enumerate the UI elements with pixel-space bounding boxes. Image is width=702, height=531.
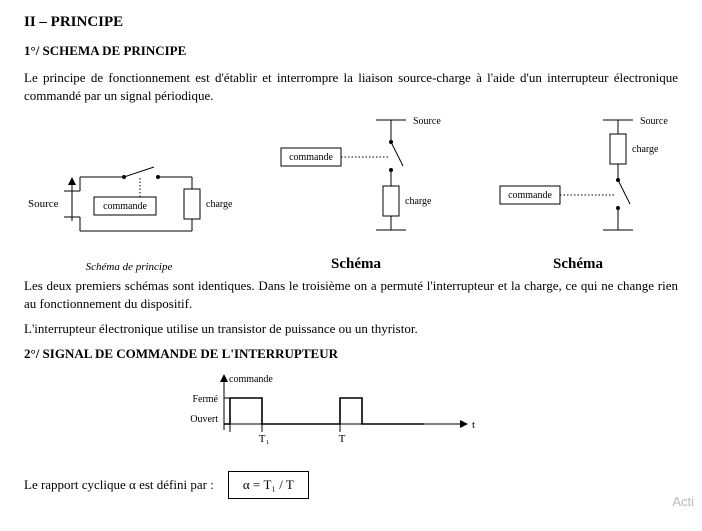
diagram-2-commande-label: commande (289, 152, 333, 163)
diagram-3-commande-label: commande (508, 190, 552, 201)
heading-principe: II – PRINCIPE (24, 14, 678, 31)
signal-y-label: commande (229, 374, 273, 385)
diagram-2-source-label: Source (413, 116, 441, 127)
heading-signal-commande: 2°/ SIGNAL DE COMMANDE DE L'INTERRUPTEUR (24, 346, 678, 362)
diagram-1-commande-label: commande (103, 201, 147, 212)
diagram-3-charge-label: charge (632, 144, 659, 155)
signal-low-label: Ouvert (190, 414, 218, 425)
diagram-3-source-label: Source (640, 116, 668, 127)
paragraph-after-diagrams: Les deux premiers schémas sont identique… (24, 277, 678, 312)
paragraph-transistor: L'interrupteur électronique utilise un t… (24, 320, 678, 338)
signal-tick-t: T (339, 433, 346, 445)
diagram-2: Source commande charge Schéma (251, 112, 461, 273)
signal-high-label: Fermé (192, 394, 218, 405)
diagram-3: Source charge commande Schéma (478, 112, 678, 273)
diagram-2-svg: Source commande charge (251, 112, 461, 252)
diagrams-row: charge Source commande Schéma de princip… (24, 112, 678, 273)
diagram-3-svg: Source charge commande (478, 112, 678, 252)
signal-plot: commande t Fermé Ouvert T₁ T (164, 372, 678, 461)
diagram-2-charge-label: charge (405, 196, 432, 207)
diagram-1-svg: charge Source commande (24, 159, 234, 259)
formula-box: α = T₁ / T (228, 471, 309, 499)
diagram-1-caption: Schéma de principe (86, 261, 173, 273)
diagram-3-caption: Schéma (553, 256, 603, 273)
paragraph-intro: Le principe de fonctionnement est d'étab… (24, 69, 678, 104)
signal-tick-t1: T₁ (259, 433, 270, 445)
watermark: Acti (672, 494, 694, 509)
diagram-1-charge-label: charge (206, 199, 233, 210)
formula-text-before: Le rapport cyclique α est défini par : (24, 477, 214, 493)
signal-x-label: t (472, 419, 475, 431)
signal-plot-svg: commande t Fermé Ouvert T₁ T (164, 372, 494, 456)
diagram-1: charge Source commande Schéma de princip… (24, 159, 234, 273)
formula-row: Le rapport cyclique α est défini par : α… (24, 471, 678, 499)
diagram-2-caption: Schéma (331, 256, 381, 273)
diagram-1-source-label: Source (28, 198, 59, 210)
heading-schema-principe: 1°/ SCHEMA DE PRINCIPE (24, 43, 678, 59)
